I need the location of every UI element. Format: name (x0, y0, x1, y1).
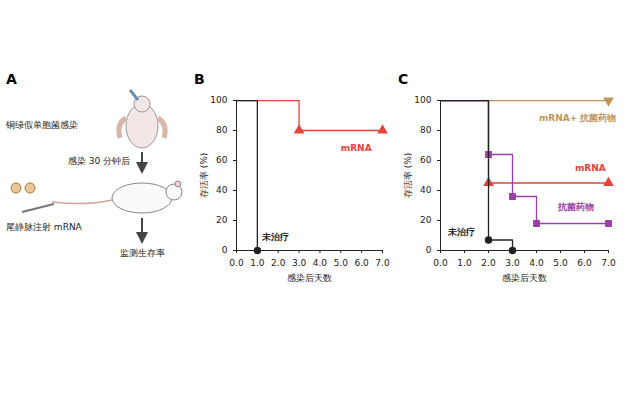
svg-text:0: 0 (222, 245, 228, 255)
svg-text:感染后天数: 感染后天数 (502, 273, 547, 283)
svg-text:监测生存率: 监测生存率 (120, 248, 165, 258)
svg-text:6.0: 6.0 (577, 258, 592, 268)
svg-text:4.0: 4.0 (529, 258, 544, 268)
svg-text:80: 80 (216, 125, 228, 135)
html-text:C: C (398, 71, 409, 87)
svg-text:感染后天数: 感染后天数 (287, 273, 332, 283)
svg-text:40: 40 (216, 185, 228, 195)
svg-text:100: 100 (210, 95, 227, 105)
svg-text:6.0: 6.0 (354, 258, 369, 268)
svg-text:存活率 (%): 存活率 (%) (199, 153, 209, 198)
svg-text:1.0: 1.0 (250, 258, 265, 268)
svg-text:5.0: 5.0 (334, 258, 349, 268)
svg-text:100: 100 (414, 95, 431, 105)
svg-text:7.0: 7.0 (375, 258, 390, 268)
html-text:B: B (194, 71, 205, 87)
svg-text:mRNA: mRNA (341, 143, 372, 153)
svg-text:3.0: 3.0 (292, 258, 307, 268)
svg-text:2.0: 2.0 (271, 258, 286, 268)
svg-text:60: 60 (420, 155, 432, 165)
svg-text:0: 0 (426, 245, 432, 255)
svg-text:20: 20 (420, 215, 432, 225)
svg-text:0.0: 0.0 (229, 258, 244, 268)
svg-text:3.0: 3.0 (505, 258, 520, 268)
svg-text:4.0: 4.0 (313, 258, 328, 268)
svg-text:抗菌药物: 抗菌药物 (557, 202, 594, 212)
svg-text:感染 30 分钟后: 感染 30 分钟后 (68, 156, 130, 166)
svg-text:7.0: 7.0 (601, 258, 616, 268)
svg-text:60: 60 (216, 155, 228, 165)
svg-text:0.0: 0.0 (433, 258, 448, 268)
svg-text:mRNA+ 抗菌药物: mRNA+ 抗菌药物 (539, 113, 616, 123)
svg-text:40: 40 (420, 185, 432, 195)
svg-text:2.0: 2.0 (481, 258, 496, 268)
svg-text:20: 20 (216, 215, 228, 225)
svg-text:存活率 (%): 存活率 (%) (403, 153, 413, 198)
svg-text:mRNA: mRNA (575, 163, 606, 173)
svg-text:5.0: 5.0 (553, 258, 568, 268)
svg-text:尾静脉注射 mRNA: 尾静脉注射 mRNA (6, 222, 83, 232)
svg-text:1.0: 1.0 (457, 258, 472, 268)
svg-text:未治疗: 未治疗 (447, 227, 475, 237)
svg-text:铜绿假单胞菌感染: 铜绿假单胞菌感染 (5, 120, 78, 130)
svg-text:未治疗: 未治疗 (261, 232, 289, 242)
svg-text:80: 80 (420, 125, 432, 135)
html-text:A: A (6, 71, 17, 87)
